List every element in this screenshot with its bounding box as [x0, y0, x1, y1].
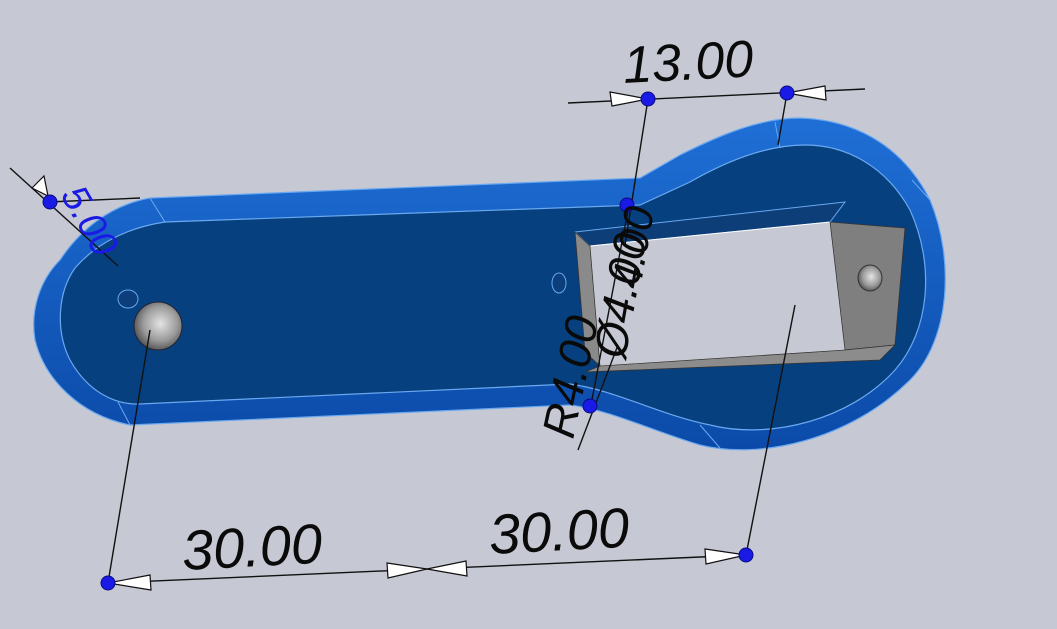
- large-hole[interactable]: [133, 301, 183, 351]
- small-hole-middle[interactable]: [551, 272, 567, 294]
- tangent-edge-bottom-left: [117, 401, 131, 426]
- handle-bottom-left[interactable]: [100, 575, 116, 591]
- tangent-edge-left: [149, 197, 166, 223]
- pocket-wall-bottom: [584, 344, 897, 373]
- mounting-holes[interactable]: [117, 272, 567, 351]
- tangent-edge-right-top: [774, 121, 781, 149]
- handle-top-right[interactable]: [779, 85, 795, 101]
- handle-thickness[interactable]: [42, 194, 58, 210]
- dimension-lines: [9, 88, 866, 584]
- dimension-30-right[interactable]: 30.00: [487, 496, 630, 566]
- tangent-edge-right-side: [911, 179, 931, 201]
- dimension-30-left[interactable]: 30.00: [180, 512, 323, 582]
- handle-pocket-corner[interactable]: [619, 197, 635, 213]
- small-hole-left[interactable]: [117, 289, 139, 309]
- tangent-edge-right-bottom: [699, 424, 721, 449]
- handle-fillet[interactable]: [582, 398, 598, 414]
- handle-bottom-right[interactable]: [738, 547, 754, 563]
- pocket-hole[interactable]: [857, 264, 883, 292]
- handle-top-left[interactable]: [640, 91, 656, 107]
- dimension-arrows: [30, 85, 827, 591]
- dimension-13[interactable]: 13.00: [622, 30, 755, 95]
- rectangular-pocket[interactable]: [573, 201, 906, 373]
- selection-handles[interactable]: [42, 85, 795, 591]
